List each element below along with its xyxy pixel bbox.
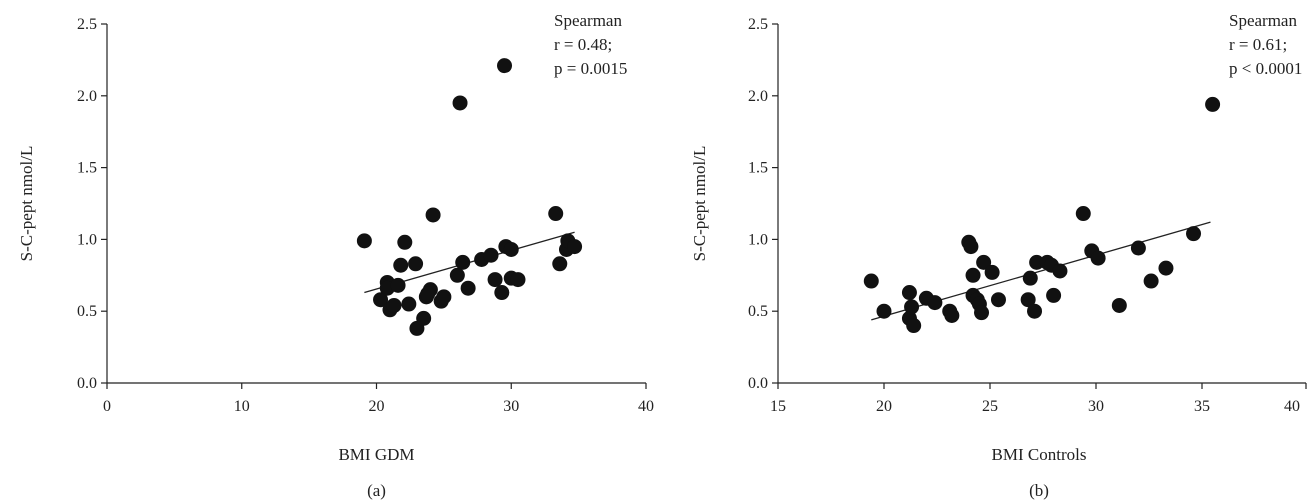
annotation-p: p = 0.0015: [554, 59, 627, 78]
data-point: [963, 239, 979, 255]
data-point: [503, 241, 519, 257]
data-point: [876, 303, 892, 319]
data-point: [1022, 270, 1038, 286]
y-axis-title: S-C-pept nmol/L: [690, 146, 709, 262]
data-point: [425, 207, 441, 223]
data-point: [356, 233, 372, 249]
data-point: [944, 308, 960, 324]
data-point: [449, 267, 465, 283]
data-point: [401, 296, 417, 312]
y-tick-label: 2.5: [77, 16, 97, 33]
annotation-method: Spearman: [554, 11, 622, 30]
data-point: [984, 264, 1000, 280]
y-axis-title: S-C-pept nmol/L: [17, 146, 36, 262]
data-point: [974, 305, 990, 321]
y-tick-label: 2.5: [748, 16, 768, 33]
y-tick-label: 0.5: [748, 303, 768, 320]
data-point: [452, 95, 468, 111]
data-point: [390, 277, 406, 293]
data-point: [1052, 263, 1068, 279]
data-point: [1020, 292, 1036, 308]
data-point: [906, 318, 922, 334]
data-point: [552, 256, 568, 272]
data-point: [990, 292, 1006, 308]
x-tick-label: 40: [1284, 398, 1300, 415]
y-tick-label: 1.5: [77, 160, 97, 177]
y-tick-label: 0.5: [77, 303, 97, 320]
x-tick-label: 20: [369, 398, 385, 415]
data-point: [397, 234, 413, 250]
data-point: [386, 297, 402, 313]
data-point: [373, 292, 389, 308]
x-tick-label: 40: [638, 398, 654, 415]
y-tick-label: 2.0: [77, 88, 97, 105]
x-axis-title: BMI Controls: [992, 445, 1087, 464]
data-point: [487, 272, 503, 288]
annotation-method: Spearman: [1229, 11, 1297, 30]
data-point: [904, 299, 920, 315]
data-point: [927, 295, 943, 311]
panel-label: (b): [1029, 481, 1049, 500]
data-point: [1130, 240, 1146, 256]
y-tick-label: 2.0: [748, 88, 768, 105]
panel-label: (a): [367, 481, 386, 500]
x-axis-title: BMI GDM: [338, 445, 414, 464]
y-tick-label: 1.0: [77, 231, 97, 248]
y-tick-label: 0.0: [77, 375, 97, 392]
x-tick-label: 0: [103, 398, 111, 415]
y-tick-label: 1.0: [748, 231, 768, 248]
data-point: [1029, 254, 1045, 270]
data-point: [976, 254, 992, 270]
data-point: [1143, 273, 1159, 289]
panel-a: 0.0 0.5 1.0 1.5 2.0 2.5 0 10 20 30 40 S-C-pept nmol…: [17, 11, 654, 500]
data-point: [460, 280, 476, 296]
y-tick-label: 0.0: [748, 375, 768, 392]
x-tick-label: 15: [770, 398, 786, 415]
data-point: [901, 285, 917, 301]
panel-b: 0.0 0.5 1.0 1.5 2.0 2.5 15 20 25 30 35 40 S-C-pept n…: [690, 11, 1307, 500]
data-point: [436, 289, 452, 305]
data-point: [494, 285, 510, 301]
data-point: [548, 206, 564, 222]
data-point: [393, 257, 409, 273]
annotation-p: p < 0.0001: [1229, 59, 1302, 78]
data-point: [1090, 250, 1106, 266]
data-point: [1186, 226, 1202, 242]
x-tick-label: 25: [982, 398, 998, 415]
data-point: [420, 286, 436, 302]
annotation-r: r = 0.61;: [1229, 35, 1287, 54]
data-point: [1046, 287, 1062, 303]
data-point: [416, 310, 432, 326]
data-point: [1205, 96, 1221, 112]
data-point: [455, 254, 471, 270]
x-tick-label: 35: [1194, 398, 1210, 415]
x-tick-label: 30: [503, 398, 519, 415]
annotation-r: r = 0.48;: [554, 35, 612, 54]
x-tick-label: 20: [876, 398, 892, 415]
x-tick-label: 10: [234, 398, 250, 415]
data-point: [483, 247, 499, 263]
data-point: [497, 58, 513, 74]
data-point: [1111, 297, 1127, 313]
y-tick-label: 1.5: [748, 160, 768, 177]
data-point: [408, 256, 424, 272]
data-point: [965, 267, 981, 283]
data-point: [510, 272, 526, 288]
data-point: [1075, 206, 1091, 222]
data-point: [1027, 303, 1043, 319]
data-point: [567, 239, 583, 255]
x-tick-label: 30: [1088, 398, 1104, 415]
data-point: [1158, 260, 1174, 276]
data-point: [863, 273, 879, 289]
